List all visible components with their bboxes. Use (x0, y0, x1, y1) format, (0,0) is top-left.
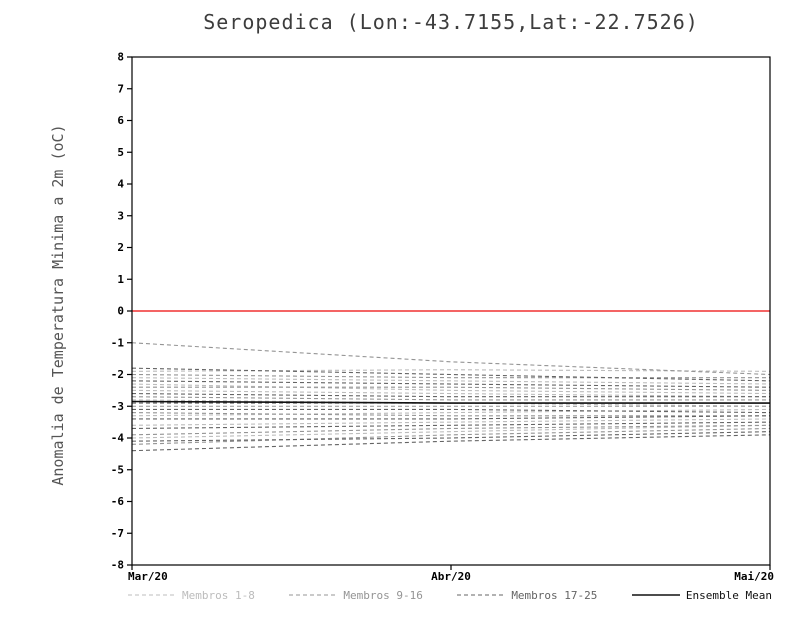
y-tick-label: 7 (117, 82, 124, 95)
member-line (132, 415, 771, 420)
y-tick-label: -7 (111, 527, 124, 540)
y-tick-label: -5 (111, 463, 124, 476)
legend-item: Membros 9-16 (289, 588, 423, 602)
ensemble-mean-line (131, 400, 770, 404)
member-line (131, 418, 771, 426)
member-line (131, 424, 771, 436)
legend-line-sample (631, 594, 680, 596)
y-tick-label: 1 (117, 273, 124, 286)
y-tick-label: -4 (111, 432, 125, 445)
legend-label: Membros 1-8 (182, 588, 255, 602)
member-line (131, 389, 771, 398)
member-line (132, 408, 771, 414)
member-line (131, 434, 771, 452)
member-line (131, 342, 771, 376)
member-line (131, 408, 771, 417)
y-tick-label: -6 (111, 495, 125, 508)
legend-label: Membros 9-16 (343, 588, 423, 602)
y-tick-label: 8 (117, 51, 124, 64)
member-line (131, 399, 771, 407)
member-line (131, 377, 771, 385)
y-tick-label: 3 (117, 209, 124, 222)
member-line (131, 380, 771, 388)
member-line (131, 393, 770, 398)
x-tick-label: Abr/20 (431, 570, 471, 583)
y-tick-label: 6 (117, 114, 124, 127)
legend-line-sample (457, 594, 506, 596)
member-line (131, 396, 770, 401)
legend-label: Membros 17-25 (511, 588, 598, 602)
legend-line-sample (289, 594, 338, 596)
member-line (131, 367, 771, 382)
y-tick-label: -3 (111, 400, 124, 413)
chart-title: Seropedica (Lon:-43.7155,Lat:-22.7526) (203, 10, 699, 34)
x-tick-label: Mai/20 (734, 570, 774, 583)
member-line (131, 431, 771, 442)
legend-item: Ensemble Mean (631, 588, 772, 602)
member-line (132, 386, 771, 391)
legend-line-sample (128, 594, 176, 596)
legend-label: Ensemble Mean (685, 588, 772, 602)
y-tick-label: 4 (117, 178, 124, 191)
member-line (131, 383, 771, 395)
x-tick-label: Mar/20 (128, 570, 168, 583)
y-tick-label: -2 (111, 368, 124, 381)
legend: Membros 1-8 Membros 9-16 Membros 17-25 Ense… (128, 584, 772, 606)
y-tick-label: -1 (111, 336, 125, 349)
member-line (131, 424, 771, 439)
legend-item: Membros 1-8 (128, 589, 255, 602)
member-line (131, 421, 771, 430)
member-line (131, 373, 770, 379)
member-line (131, 412, 770, 417)
y-tick-label: 2 (117, 241, 124, 254)
member-line (131, 427, 771, 445)
y-tick-label: -8 (111, 559, 124, 572)
y-tick-label: 5 (117, 146, 124, 159)
y-tick-label: 0 (117, 305, 124, 318)
legend-item: Membros 17-25 (457, 589, 597, 602)
member-line (131, 369, 771, 372)
